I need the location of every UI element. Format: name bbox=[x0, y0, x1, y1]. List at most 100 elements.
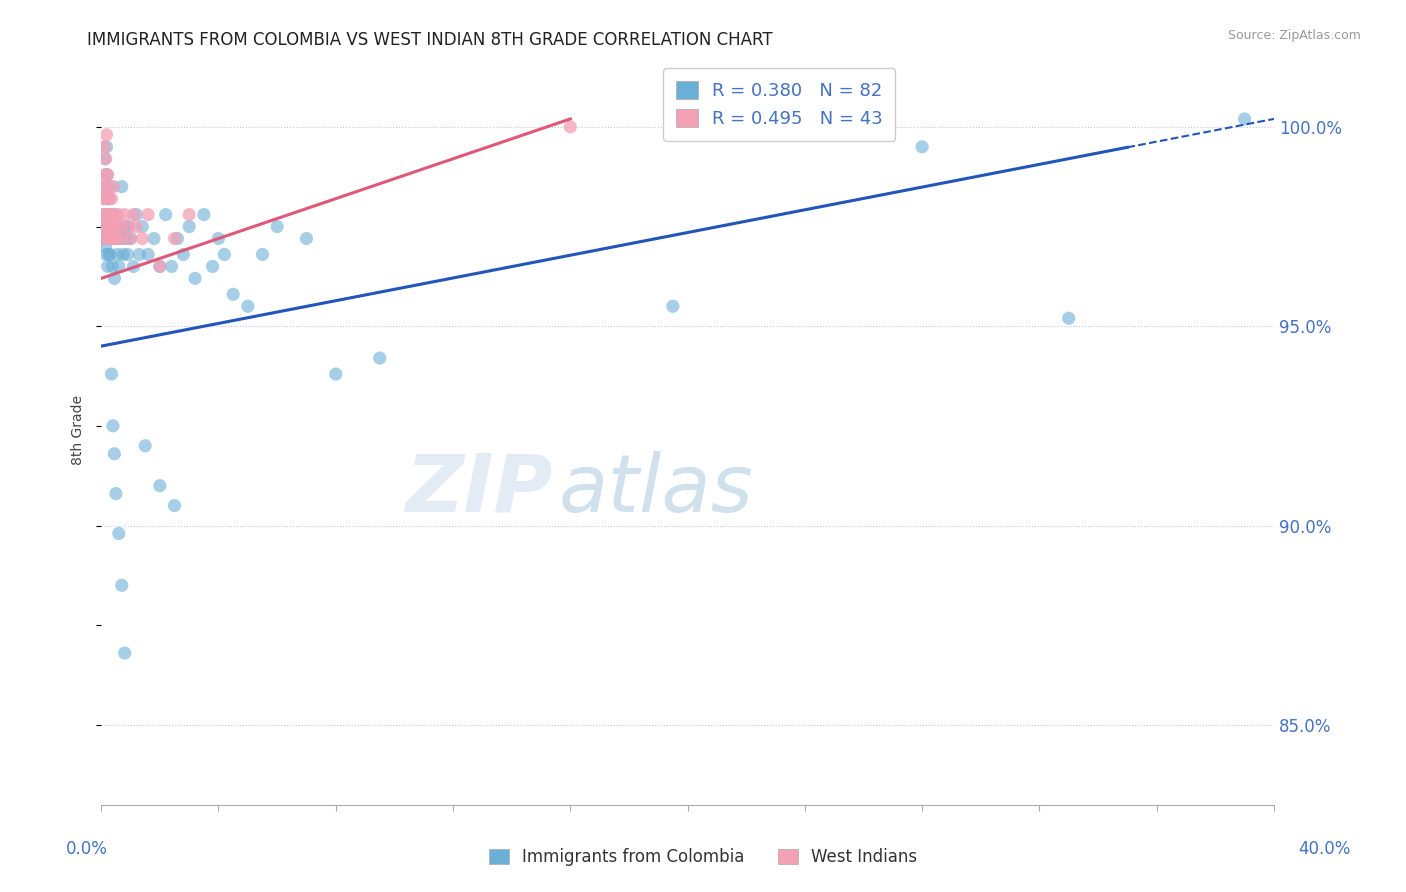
Legend: Immigrants from Colombia, West Indians: Immigrants from Colombia, West Indians bbox=[482, 842, 924, 873]
Point bbox=[100, 219, 122, 234]
Point bbox=[117, 247, 139, 261]
Point bbox=[103, 208, 125, 222]
Point bbox=[662, 299, 685, 313]
Point bbox=[207, 231, 229, 245]
Point bbox=[96, 168, 118, 182]
Y-axis label: 8th Grade: 8th Grade bbox=[72, 395, 86, 465]
Point bbox=[117, 219, 139, 234]
Point bbox=[136, 208, 159, 222]
Point bbox=[104, 219, 127, 234]
Text: IMMIGRANTS FROM COLOMBIA VS WEST INDIAN 8TH GRADE CORRELATION CHART: IMMIGRANTS FROM COLOMBIA VS WEST INDIAN … bbox=[87, 31, 773, 49]
Point bbox=[179, 219, 201, 234]
Point bbox=[100, 192, 122, 206]
Point bbox=[143, 231, 166, 245]
Point bbox=[184, 271, 207, 285]
Point bbox=[103, 271, 125, 285]
Point bbox=[93, 208, 115, 222]
Point bbox=[101, 418, 124, 433]
Point bbox=[94, 208, 117, 222]
Point bbox=[236, 299, 259, 313]
Point bbox=[114, 208, 136, 222]
Text: ZIP: ZIP bbox=[405, 450, 553, 529]
Point bbox=[94, 152, 117, 166]
Point bbox=[111, 231, 134, 245]
Point bbox=[114, 646, 136, 660]
Point bbox=[93, 192, 115, 206]
Point bbox=[97, 192, 120, 206]
Point bbox=[122, 208, 145, 222]
Point bbox=[101, 231, 124, 245]
Point bbox=[97, 208, 120, 222]
Point bbox=[115, 231, 138, 245]
Text: atlas: atlas bbox=[558, 450, 754, 529]
Point bbox=[201, 260, 224, 274]
Text: Source: ZipAtlas.com: Source: ZipAtlas.com bbox=[1227, 29, 1361, 42]
Point bbox=[96, 179, 118, 194]
Point bbox=[97, 219, 120, 234]
Point bbox=[107, 219, 129, 234]
Point bbox=[110, 231, 132, 245]
Point bbox=[96, 179, 118, 194]
Point bbox=[97, 192, 120, 206]
Point bbox=[107, 526, 129, 541]
Point bbox=[110, 219, 132, 234]
Point bbox=[105, 231, 128, 245]
Point bbox=[97, 260, 120, 274]
Point bbox=[103, 179, 125, 194]
Legend: R = 0.380   N = 82, R = 0.495   N = 43: R = 0.380 N = 82, R = 0.495 N = 43 bbox=[664, 68, 896, 141]
Point bbox=[125, 208, 148, 222]
Point bbox=[103, 231, 125, 245]
Point bbox=[134, 439, 156, 453]
Point bbox=[101, 260, 124, 274]
Point bbox=[101, 219, 124, 234]
Point bbox=[93, 208, 115, 222]
Point bbox=[97, 219, 120, 234]
Point bbox=[103, 447, 125, 461]
Point bbox=[104, 208, 127, 222]
Point bbox=[93, 140, 115, 154]
Point bbox=[911, 140, 934, 154]
Point bbox=[93, 231, 115, 245]
Point bbox=[98, 231, 121, 245]
Point bbox=[114, 219, 136, 234]
Point bbox=[1057, 311, 1080, 326]
Point bbox=[96, 128, 118, 142]
Point bbox=[100, 367, 122, 381]
Point bbox=[100, 219, 122, 234]
Point bbox=[97, 168, 120, 182]
Point bbox=[560, 120, 582, 134]
Point bbox=[163, 231, 186, 245]
Point bbox=[163, 499, 186, 513]
Point bbox=[295, 231, 318, 245]
Point bbox=[100, 179, 122, 194]
Text: 40.0%: 40.0% bbox=[1298, 840, 1351, 858]
Point bbox=[93, 219, 115, 234]
Point bbox=[136, 247, 159, 261]
Point bbox=[131, 231, 153, 245]
Point bbox=[120, 231, 142, 245]
Point bbox=[96, 192, 118, 206]
Point bbox=[166, 231, 188, 245]
Point bbox=[222, 287, 245, 301]
Point bbox=[96, 140, 118, 154]
Point bbox=[96, 219, 118, 234]
Point bbox=[111, 179, 134, 194]
Point bbox=[120, 231, 142, 245]
Point bbox=[172, 247, 194, 261]
Point bbox=[155, 208, 177, 222]
Point bbox=[91, 219, 114, 234]
Point bbox=[94, 239, 117, 253]
Point bbox=[252, 247, 274, 261]
Point bbox=[122, 260, 145, 274]
Point bbox=[104, 486, 127, 500]
Point bbox=[111, 231, 134, 245]
Point bbox=[97, 247, 120, 261]
Point bbox=[96, 231, 118, 245]
Point bbox=[131, 219, 153, 234]
Point bbox=[325, 367, 347, 381]
Point bbox=[101, 231, 124, 245]
Point bbox=[104, 219, 127, 234]
Point bbox=[98, 219, 121, 234]
Point bbox=[94, 168, 117, 182]
Point bbox=[193, 208, 215, 222]
